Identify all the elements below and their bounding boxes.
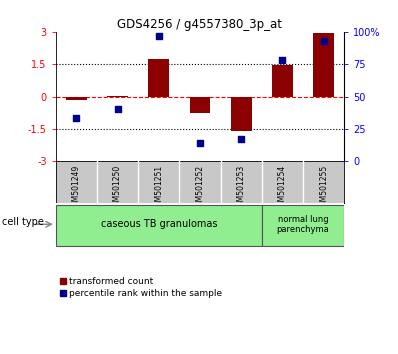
Bar — [56, 205, 262, 246]
Point — [238, 136, 244, 142]
Bar — [272, 65, 293, 97]
Point — [279, 57, 286, 63]
Bar — [313, 33, 334, 97]
Text: GSM501253: GSM501253 — [237, 165, 246, 211]
Bar — [66, 97, 87, 100]
Text: GSM501254: GSM501254 — [278, 165, 287, 211]
Bar — [148, 59, 169, 97]
Title: GDS4256 / g4557380_3p_at: GDS4256 / g4557380_3p_at — [117, 18, 283, 31]
Text: GSM501251: GSM501251 — [154, 165, 163, 211]
Point — [156, 33, 162, 39]
Text: caseous TB granulomas: caseous TB granulomas — [101, 219, 217, 229]
Point — [73, 116, 80, 121]
Bar — [190, 97, 210, 113]
Legend: transformed count, percentile rank within the sample: transformed count, percentile rank withi… — [60, 277, 222, 298]
Text: GSM501255: GSM501255 — [319, 165, 328, 211]
Text: GSM501250: GSM501250 — [113, 165, 122, 211]
Bar — [107, 96, 128, 97]
Text: GSM501252: GSM501252 — [195, 165, 205, 211]
Bar — [262, 205, 344, 246]
Point — [114, 107, 121, 112]
Bar — [231, 97, 252, 131]
Point — [320, 38, 327, 44]
Text: normal lung
parenchyma: normal lung parenchyma — [277, 215, 330, 234]
Text: GSM501249: GSM501249 — [72, 165, 81, 211]
Text: cell type: cell type — [2, 217, 44, 227]
Point — [197, 140, 203, 146]
